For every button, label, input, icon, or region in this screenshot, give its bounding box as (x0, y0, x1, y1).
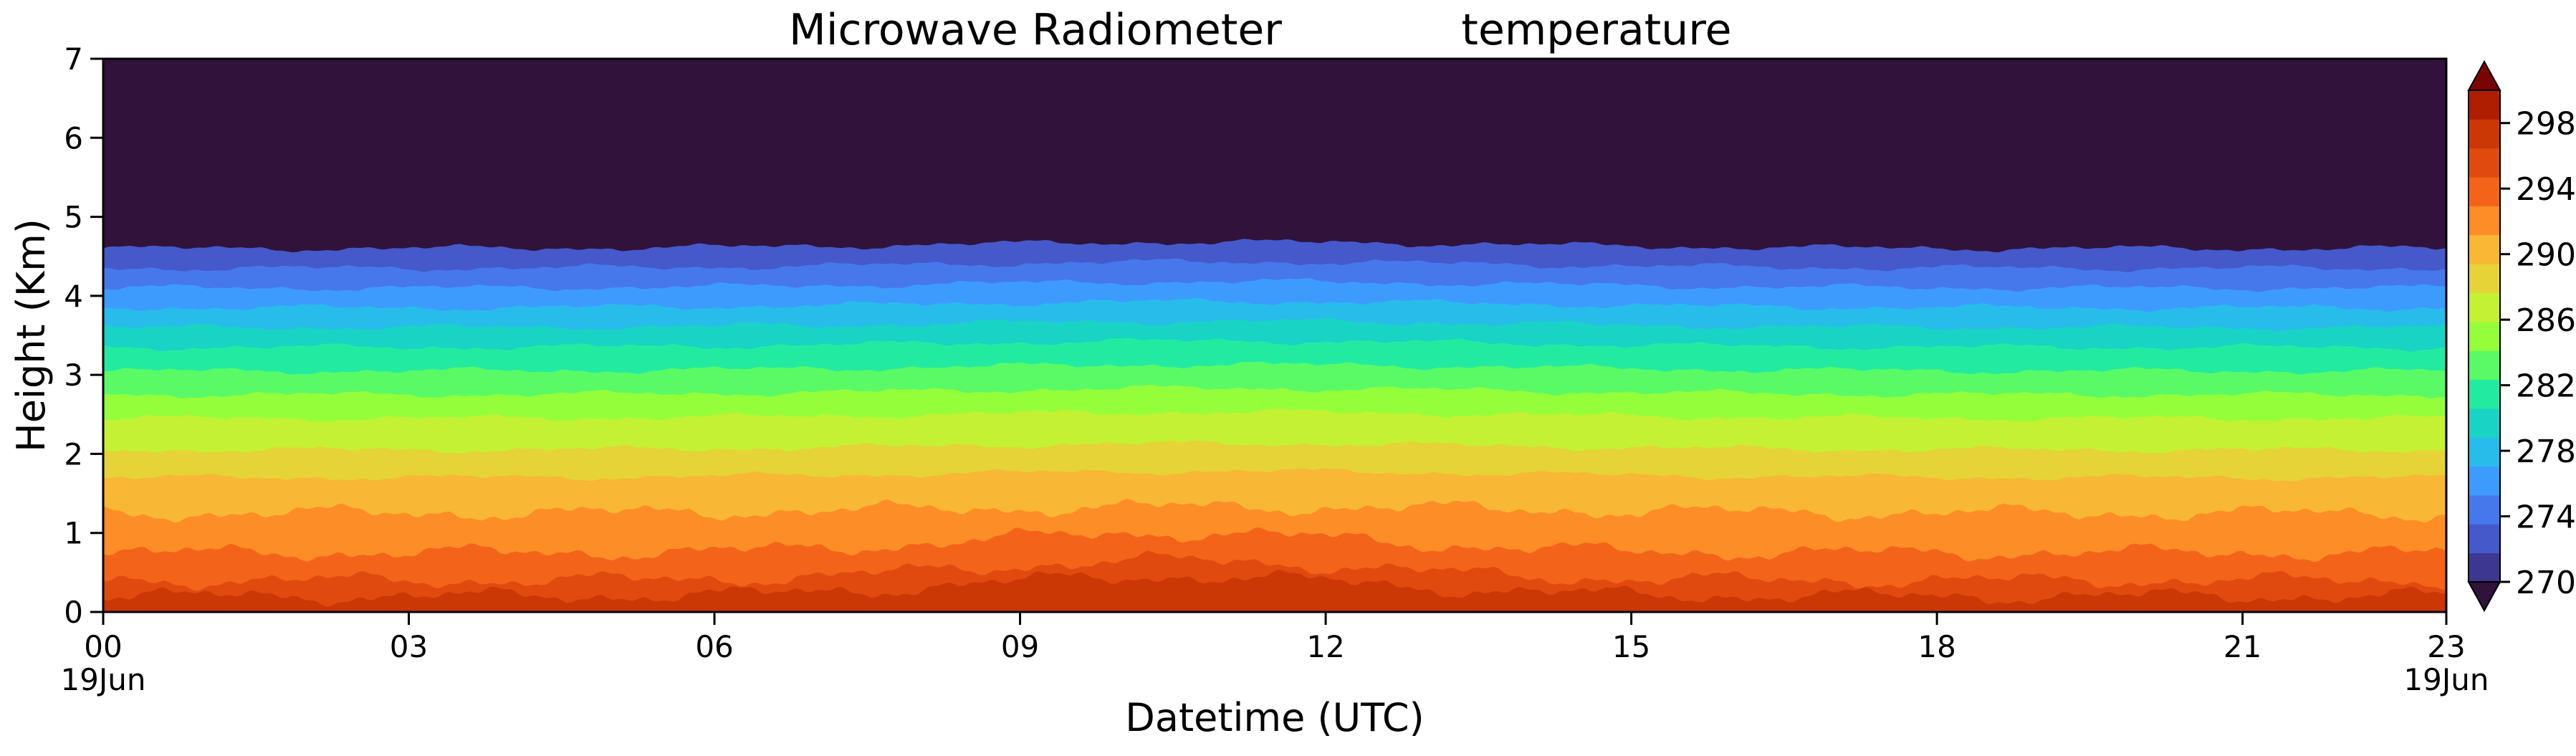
band-level-298 (103, 570, 2446, 612)
colorbar-segment (2469, 90, 2500, 120)
colorbar-segment (2469, 350, 2500, 381)
x-axis: 00 03 06 09 12 15 18 21 23 (84, 612, 2466, 664)
colorbar-tick-label: 270 (2516, 565, 2576, 601)
colorbar-tick-label: 290 (2516, 237, 2576, 274)
colorbar: 270 274 278 282 286 290 294 298 (2467, 59, 2576, 613)
y-tick-label: 6 (64, 120, 83, 155)
y-axis: 0 1 2 3 4 5 6 7 (64, 42, 103, 630)
colorbar-tick-label: 298 (2516, 106, 2576, 143)
colorbar-segment (2469, 234, 2500, 264)
y-tick-label: 1 (64, 516, 83, 551)
y-tick-label: 5 (64, 200, 83, 235)
colorbar-segment (2469, 524, 2500, 554)
x-tick-label: 23 (2427, 629, 2465, 664)
y-tick-label: 0 (64, 595, 83, 630)
colorbar-extend-high (2467, 59, 2501, 91)
colorbar-segment (2469, 119, 2500, 149)
colorbar-segment (2469, 292, 2500, 322)
colorbar-segment (2469, 148, 2500, 178)
colorbar-tick-label: 274 (2516, 499, 2576, 536)
chart-title-left: Microwave Radiometer (789, 5, 1282, 55)
y-tick-label: 7 (64, 42, 83, 77)
colorbar-tick-label: 294 (2516, 171, 2576, 208)
x-tick-label: 06 (695, 629, 733, 664)
colorbar-segment (2469, 437, 2500, 467)
colorbar-segment (2469, 552, 2500, 583)
x-tick-label: 18 (1917, 629, 1955, 664)
plot-frame (102, 57, 2448, 613)
colorbar-segment (2469, 408, 2500, 438)
x-date-label-last: 19Jun (2403, 662, 2489, 697)
x-tick-label: 09 (1001, 629, 1039, 664)
x-date-label-first: 19Jun (60, 662, 145, 697)
colorbar-frame (2468, 90, 2501, 583)
y-tick-label: 4 (64, 279, 83, 314)
y-axis-label: Height (Km) (9, 219, 54, 452)
y-tick-label: 3 (64, 358, 83, 393)
x-tick-label: 12 (1306, 629, 1344, 664)
colorbar-segment (2469, 177, 2500, 206)
y-tick-label: 2 (64, 436, 83, 472)
colorbar-segment (2469, 264, 2500, 293)
x-axis-label: Datetime (UTC) (1125, 695, 1424, 740)
colorbar-segment (2469, 206, 2500, 236)
x-tick-label: 00 (84, 629, 122, 664)
heatmap-bands (103, 59, 2446, 612)
x-tick-label: 21 (2223, 629, 2261, 664)
colorbar-tick-label: 282 (2516, 368, 2576, 405)
colorbar-tick-label: 278 (2516, 434, 2576, 470)
colorbar-segment (2469, 379, 2500, 409)
x-tick-label: 15 (1612, 629, 1650, 664)
chart-title-right: temperature (1461, 5, 1731, 55)
colorbar-segment (2469, 466, 2500, 496)
x-tick-label: 03 (390, 629, 428, 664)
colorbar-extend-low (2467, 581, 2501, 613)
colorbar-segment (2469, 494, 2500, 525)
colorbar-tick-label: 286 (2516, 302, 2576, 339)
colorbar-segment (2469, 321, 2500, 351)
